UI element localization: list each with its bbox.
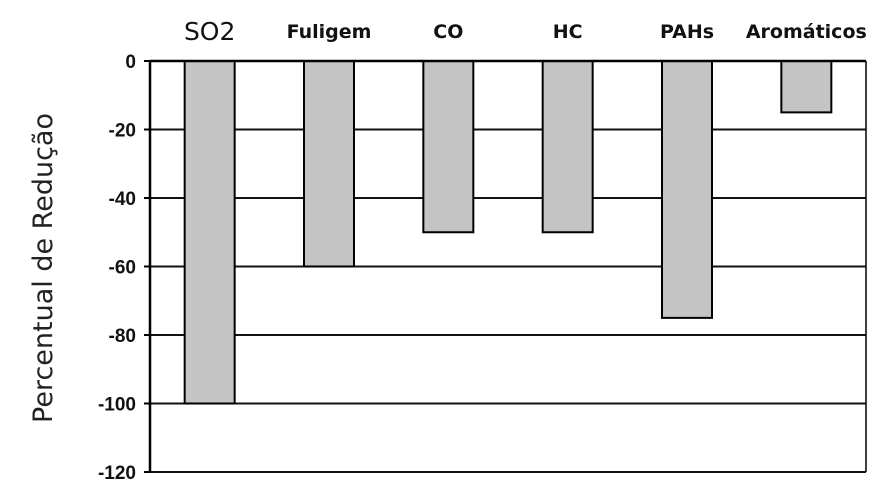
y-tick-label: -20: [109, 121, 136, 142]
y-tick-label: -60: [109, 258, 136, 279]
y-tick-label: -80: [109, 326, 136, 347]
y-tick-label: -120: [98, 463, 136, 484]
bar-0: [183, 60, 236, 405]
bar-1: [303, 60, 355, 268]
bar-5: [780, 60, 833, 114]
category-label: Fuligem: [287, 21, 372, 43]
y-tick-labels: 0 -20 -40 -60 -80 -100 -120: [98, 52, 136, 484]
y-tick-label: -100: [98, 395, 136, 416]
bar-4: [661, 60, 713, 319]
category-label: PAHs: [660, 21, 714, 43]
y-tick-label: 0: [125, 52, 136, 73]
bars: [183, 60, 833, 405]
gridlines: [150, 128, 866, 473]
category-label: SO2: [184, 17, 235, 46]
bar-2: [422, 60, 475, 234]
category-label: Aromáticos: [746, 21, 867, 43]
bar-3: [541, 60, 594, 234]
y-tick-label: -40: [109, 189, 136, 210]
category-labels: SO2 Fuligem CO HC PAHs Aromáticos: [184, 17, 867, 46]
y-axis-title: Percentual de Redução: [28, 113, 59, 423]
category-label: CO: [433, 21, 463, 43]
category-label: HC: [553, 21, 583, 43]
axes: [144, 59, 867, 473]
